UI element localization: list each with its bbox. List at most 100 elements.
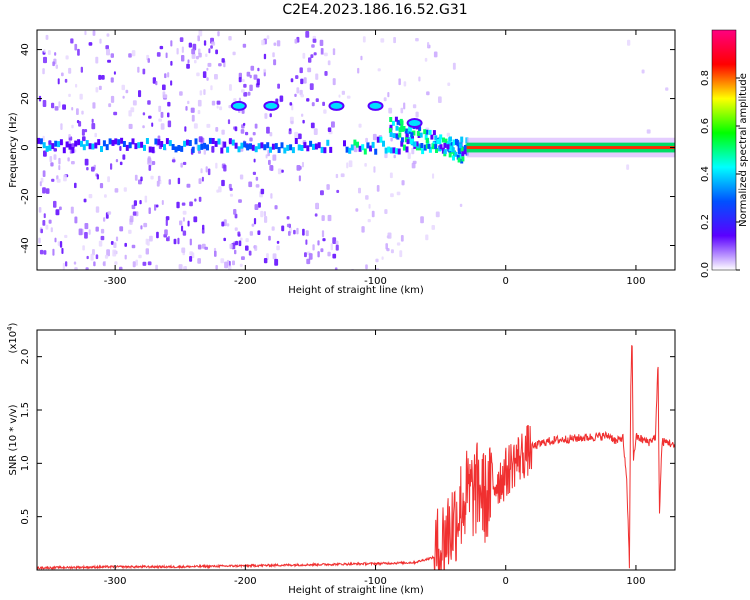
heatmap-cell: [54, 106, 59, 111]
heatmap-cell: [70, 206, 74, 214]
heatmap-cell: [237, 146, 241, 153]
heatmap-cell: [234, 142, 238, 149]
heatmap-cell: [51, 178, 55, 182]
heatmap-cell: [300, 78, 304, 85]
heatmap-cell: [384, 153, 388, 159]
heatmap-cell: [76, 108, 79, 115]
heatmap-cell: [308, 57, 312, 63]
y-tick-label: 2.0: [20, 349, 31, 365]
heatmap-cell: [91, 166, 95, 172]
heatmap-cell: [316, 202, 319, 209]
heatmap-cell: [438, 96, 442, 103]
heatmap-cell: [302, 52, 306, 59]
heatmap-cell: [211, 138, 215, 144]
heatmap-cell: [401, 180, 405, 186]
heatmap-cell: [123, 187, 127, 192]
heatmap-cell: [217, 31, 220, 37]
heatmap-cell: [228, 265, 232, 270]
heatmap-cell: [211, 146, 215, 153]
heatmap-cell: [181, 46, 184, 53]
heatmap-cell: [449, 142, 453, 148]
heatmap-cell: [71, 107, 74, 111]
heatmap-cell: [463, 149, 467, 155]
heatmap-cell: [291, 147, 295, 154]
heatmap-cell: [365, 137, 368, 143]
heatmap-cell: [279, 95, 284, 102]
heatmap-cell: [200, 168, 203, 174]
heatmap-cell: [58, 157, 61, 165]
heatmap-cell: [373, 166, 376, 173]
heatmap-cell: [228, 138, 232, 145]
heatmap-cell: [177, 237, 180, 245]
heatmap-cell: [117, 139, 121, 146]
heatmap-cell: [162, 84, 166, 91]
heatmap-cell: [443, 142, 447, 148]
heatmap-cell: [238, 199, 242, 203]
heatmap-cell: [229, 84, 232, 91]
heatmap-cell: [273, 59, 277, 66]
heatmap-cell: [323, 109, 327, 114]
heatmap-feature: [367, 100, 384, 111]
x-tick-label: 0: [503, 276, 509, 287]
heatmap-cell: [202, 224, 205, 230]
heatmap-cell: [154, 204, 157, 211]
heatmap-cell: [49, 156, 53, 163]
heatmap-cell: [190, 107, 195, 113]
x-tick-label: 100: [626, 276, 645, 287]
heatmap-cell: [198, 52, 202, 58]
heatmap-cell: [266, 142, 270, 149]
heatmap-cell: [376, 136, 380, 143]
heatmap-cell: [99, 38, 102, 44]
heatmap-cell: [170, 60, 173, 66]
heatmap-cell: [400, 107, 404, 114]
heatmap-cell: [243, 92, 248, 97]
heatmap-cell: [160, 123, 165, 130]
heatmap-cell: [210, 85, 213, 91]
heatmap-cell: [79, 93, 83, 100]
heatmap-cell: [191, 53, 196, 59]
heatmap-cell: [405, 146, 409, 153]
heatmap-cell: [114, 261, 118, 265]
heatmap-cell: [128, 123, 133, 129]
heatmap-cell: [234, 213, 238, 219]
heatmap-cell: [263, 258, 268, 264]
y-tick-label: 40: [20, 43, 31, 56]
heatmap-cell: [387, 232, 392, 239]
heatmap-cell: [85, 267, 89, 270]
heatmap-cell: [208, 137, 212, 144]
heatmap-cell: [62, 104, 66, 110]
heatmap-cell: [248, 181, 253, 188]
heatmap-cell: [305, 31, 310, 38]
heatmap-cell: [110, 95, 115, 103]
heatmap-cell: [235, 240, 239, 246]
heatmap-cell: [299, 89, 303, 96]
heatmap-cell: [110, 53, 114, 58]
heatmap-cell: [246, 144, 250, 151]
heatmap-cell: [433, 51, 438, 58]
heatmap-cell: [327, 127, 332, 132]
heatmap-cell: [427, 143, 431, 149]
heatmap-cell: [424, 57, 428, 62]
heatmap-cell: [88, 42, 93, 46]
heatmap-cell: [164, 94, 168, 99]
heatmap-cell: [91, 123, 96, 130]
heatmap-band-core: [466, 146, 675, 150]
heatmap-cell: [68, 93, 71, 97]
heatmap-cell: [425, 138, 429, 144]
heatmap-cell: [65, 261, 68, 267]
heatmap-cell: [426, 91, 430, 96]
heatmap-cell: [390, 193, 394, 198]
heatmap-cell: [42, 220, 46, 226]
heatmap-cell: [330, 243, 333, 251]
heatmap-cell: [224, 261, 228, 269]
heatmap-cell: [179, 37, 184, 42]
heatmap-cell: [43, 56, 47, 64]
heatmap-cell: [323, 147, 327, 154]
heatmap-cell: [280, 142, 284, 149]
heatmap-cell: [122, 95, 125, 99]
heatmap-cell: [297, 133, 302, 140]
x-tick-label: -200: [234, 576, 257, 587]
heatmap-cell: [305, 230, 309, 237]
heatmap-cell: [171, 144, 175, 150]
heatmap-cell: [100, 228, 105, 234]
